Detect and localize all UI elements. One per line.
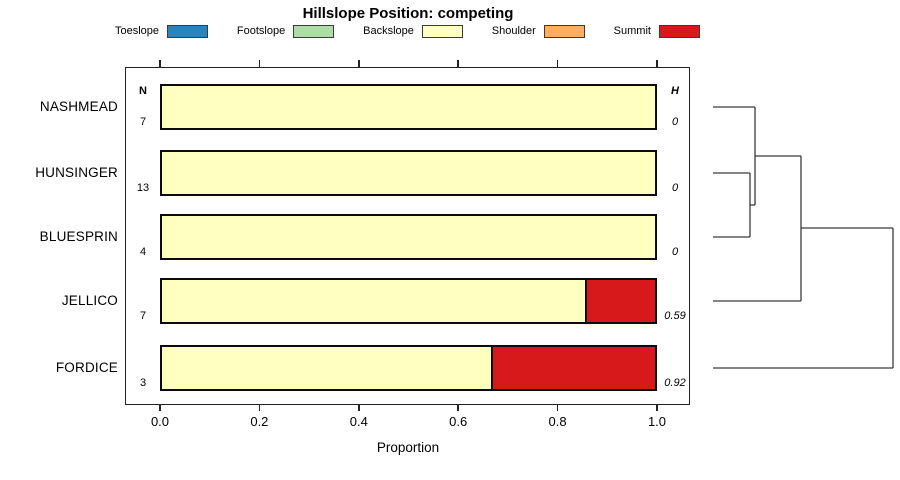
row-n-value: 4 — [139, 246, 147, 258]
x-tick-top — [556, 60, 559, 67]
bar-segment-summit — [490, 347, 655, 389]
legend: Toeslope Footslope Backslope Shoulder Summit — [115, 25, 700, 38]
row-n-value: 7 — [139, 116, 147, 128]
legend-item-toeslope: Toeslope — [115, 25, 209, 38]
stacked-bar-nashmead — [160, 84, 657, 130]
x-tick-bottom — [457, 404, 459, 411]
x-tick-label: 0.2 — [250, 414, 269, 429]
row-h-value: 0.59 — [664, 310, 686, 322]
row-n-value: 13 — [136, 182, 150, 194]
bar-segment-backslope — [162, 86, 655, 128]
x-tick-top — [457, 60, 459, 67]
stacked-bar-jellico — [160, 278, 657, 324]
legend-item-label: Toeslope — [115, 25, 160, 37]
x-tick-label: 0.6 — [449, 414, 468, 429]
x-tick-label: 0.4 — [349, 414, 368, 429]
x-tick-label: 1.0 — [647, 414, 667, 429]
bar-segment-backslope — [162, 347, 491, 389]
x-tick-bottom — [556, 404, 559, 411]
x-tick-top — [656, 60, 658, 67]
x-tick-bottom — [258, 404, 261, 411]
chart-title: Hillslope Position: competing — [302, 5, 514, 22]
row-label: JELLICO — [61, 293, 118, 308]
plot-box — [125, 67, 690, 405]
legend-swatch-shoulder — [543, 25, 585, 38]
n-column-header: N — [139, 85, 147, 97]
bar-segment-backslope — [162, 216, 655, 258]
row-h-value: 0 — [671, 116, 679, 128]
x-tick-label: 0.0 — [150, 414, 170, 429]
x-axis-label: Proportion — [376, 440, 440, 455]
legend-item-label: Footslope — [236, 25, 286, 37]
legend-swatch-toeslope — [167, 25, 209, 38]
x-tick-top — [258, 60, 261, 67]
row-n-value: 3 — [139, 377, 147, 389]
legend-item-summit: Summit — [614, 25, 700, 38]
row-label: HUNSINGER — [35, 165, 118, 180]
legend-item-backslope: Backslope — [363, 25, 463, 38]
x-tick-label: 0.8 — [548, 414, 567, 429]
x-tick-bottom — [656, 404, 658, 411]
h-column-header: H — [671, 85, 679, 97]
row-label: NASHMEAD — [39, 99, 118, 114]
legend-swatch-footslope — [293, 25, 335, 38]
x-tick-bottom — [358, 404, 360, 411]
row-h-value: 0 — [671, 182, 679, 194]
legend-swatch-summit — [658, 25, 700, 38]
x-tick-top — [358, 60, 360, 67]
stacked-bar-hunsinger — [160, 150, 657, 196]
row-h-value: 0.92 — [664, 377, 686, 389]
bar-segment-backslope — [162, 280, 585, 322]
x-tick-bottom — [159, 404, 161, 411]
stacked-bar-fordice — [160, 345, 657, 391]
legend-item-footslope: Footslope — [236, 25, 335, 38]
row-h-value: 0 — [671, 246, 679, 258]
row-n-value: 7 — [139, 310, 147, 322]
stacked-bar-bluesprin — [160, 214, 657, 260]
legend-item-label: Shoulder — [491, 25, 536, 37]
legend-swatch-backslope — [421, 25, 463, 38]
row-label: FORDICE — [55, 360, 118, 375]
bar-segment-summit — [584, 280, 655, 322]
bar-segment-backslope — [162, 152, 655, 194]
row-label: BLUESPRIN — [39, 229, 118, 244]
legend-item-label: Backslope — [363, 25, 414, 37]
x-tick-top — [159, 60, 161, 67]
legend-item-shoulder: Shoulder — [492, 25, 585, 38]
legend-item-label: Summit — [613, 25, 651, 37]
